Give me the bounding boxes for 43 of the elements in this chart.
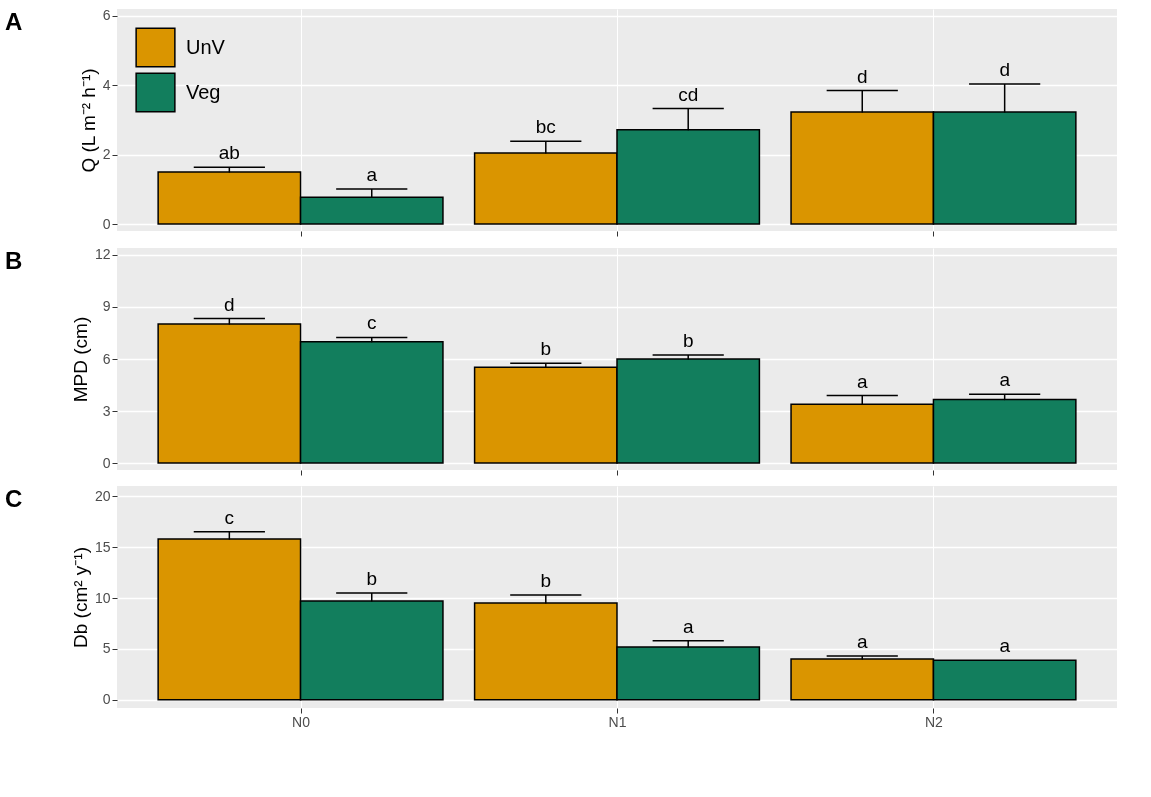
y-tick-label: 3	[102, 402, 111, 419]
data-label: cd	[678, 83, 699, 105]
data-label: c	[224, 506, 235, 528]
data-label: d	[856, 65, 868, 87]
y-tick-label: 0	[102, 215, 111, 232]
y-axis-title: MPD (cm)	[69, 316, 91, 403]
text: A	[5, 8, 23, 35]
y-tick-label: 15	[94, 538, 111, 555]
y-tick-label: 20	[94, 487, 111, 504]
data-label: a	[682, 615, 694, 637]
legend-label: UnV	[186, 35, 226, 58]
data-label: a	[366, 164, 378, 186]
data-label: a	[856, 370, 868, 392]
y-axis-title: Db (cm² y⁻¹)	[69, 547, 91, 648]
data-label: b	[366, 567, 378, 589]
y-tick-label: 2	[102, 146, 111, 163]
y-axis-title: Q (L m⁻² h⁻¹)	[77, 68, 99, 173]
y-tick-label: 12	[94, 246, 111, 263]
y-tick-label: 5	[102, 640, 111, 657]
data-label: ab	[218, 142, 240, 164]
y-tick-label: 0	[102, 454, 111, 471]
y-tick-label: 10	[94, 589, 111, 606]
data-label: d	[999, 58, 1010, 80]
data-label: d	[224, 293, 235, 315]
data-label: a	[999, 369, 1011, 391]
data-label: a	[999, 635, 1011, 657]
data-label: c	[367, 312, 377, 334]
y-tick-label: 0	[102, 691, 111, 708]
text: B	[5, 247, 23, 274]
data-label: a	[856, 631, 868, 653]
data-label: b	[682, 330, 694, 352]
y-tick-label: 4	[102, 76, 111, 93]
y-tick-label: 6	[102, 7, 111, 24]
y-tick-label: 9	[102, 298, 111, 315]
x-tick-label: N0	[292, 713, 311, 730]
x-tick-label: N1	[608, 713, 627, 730]
data-label: b	[540, 569, 552, 591]
x-tick-label: N2	[925, 713, 944, 730]
y-tick-label: 6	[102, 350, 111, 367]
data-label: bc	[535, 116, 556, 138]
data-label: b	[540, 338, 552, 360]
text: C	[5, 485, 23, 512]
legend-label: Veg	[186, 80, 221, 103]
